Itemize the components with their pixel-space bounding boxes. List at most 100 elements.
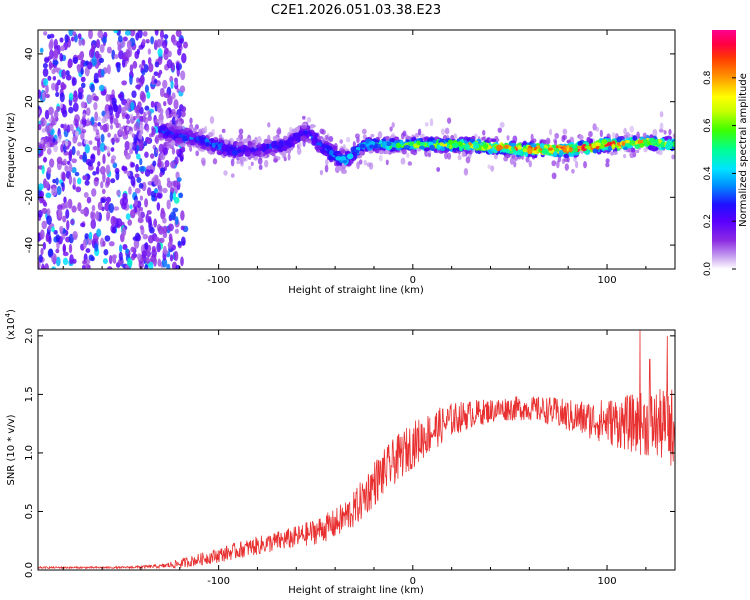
spectrogram-cell bbox=[168, 126, 175, 132]
spectrogram-cell bbox=[496, 144, 503, 151]
spectrogram-cell bbox=[541, 139, 547, 144]
spectrogram-cell bbox=[153, 218, 158, 228]
spectrogram-cell bbox=[96, 147, 101, 156]
spectrogram-cell bbox=[40, 229, 45, 240]
spectrogram-cell bbox=[65, 70, 70, 76]
spectrogram-cell bbox=[76, 150, 81, 156]
spectrogram-cell bbox=[117, 93, 123, 99]
spectrogram-cell bbox=[468, 142, 472, 146]
spectrogram-cell bbox=[61, 172, 66, 182]
spectrogram-cell bbox=[150, 36, 155, 45]
spectrogram-cell bbox=[155, 148, 159, 154]
spectrogram-cell bbox=[510, 145, 515, 151]
spectrogram-cell bbox=[652, 128, 658, 137]
spectrogram-cell bbox=[393, 136, 400, 141]
spectrogram-cell bbox=[427, 152, 431, 158]
spectrogram-cell bbox=[339, 139, 344, 144]
spectrogram-cell bbox=[170, 80, 174, 89]
spectrogram-cell bbox=[539, 142, 545, 149]
spectrogram-cell bbox=[101, 117, 107, 124]
spectrogram-cell bbox=[549, 128, 553, 136]
spectrogram-cell bbox=[148, 261, 154, 269]
spectrogram-cell bbox=[217, 143, 222, 149]
spectrogram-cell bbox=[452, 148, 457, 152]
snr-x-tick-label: -100 bbox=[207, 576, 230, 587]
spectrogram-cell bbox=[586, 136, 591, 143]
spectrogram-cell bbox=[148, 234, 154, 244]
spectrogram-cell bbox=[54, 82, 59, 93]
spectrogram-cell bbox=[403, 144, 411, 149]
spectrogram-cell bbox=[187, 130, 194, 135]
spectrogram-cell bbox=[131, 141, 138, 151]
spectrogram-cell bbox=[385, 159, 389, 166]
spectrogram-cell bbox=[237, 148, 242, 153]
spectrogram-cell bbox=[47, 136, 52, 142]
spectrogram-cell bbox=[113, 133, 118, 141]
spectrogram-cell bbox=[285, 141, 291, 147]
spectrogram-cell bbox=[38, 209, 43, 218]
spectrogram-cell bbox=[42, 62, 48, 69]
spectrogram-cell bbox=[277, 127, 282, 135]
spectrogram-cell bbox=[94, 242, 99, 252]
spectrogram-cell bbox=[637, 140, 643, 144]
spectrogram-cell bbox=[141, 250, 147, 258]
spectrogram-cell bbox=[40, 196, 45, 203]
spectrogram-cell bbox=[80, 76, 86, 83]
spectrogram-cell bbox=[174, 228, 179, 234]
spectrogram-cell bbox=[134, 173, 140, 179]
spectrogram-cell bbox=[319, 169, 324, 176]
spectrogram-cell bbox=[161, 40, 168, 49]
spectrogram-cell bbox=[401, 148, 407, 155]
spectrogram-cell bbox=[46, 128, 51, 136]
spectrogram-cell bbox=[399, 140, 404, 145]
spectrogram-cell bbox=[53, 109, 59, 120]
spectrogram-cell bbox=[162, 187, 168, 194]
spectrogram-cell bbox=[83, 175, 88, 181]
spectrogram-cell bbox=[522, 148, 529, 153]
snr-multiplier-base: (x10 bbox=[6, 317, 17, 340]
spectrogram-cell bbox=[82, 260, 87, 265]
spectrogram-cell bbox=[60, 81, 65, 91]
spectrogram-cell bbox=[97, 30, 104, 39]
spectrogram-cell bbox=[55, 248, 60, 254]
spectrogram-cell bbox=[124, 102, 130, 111]
spectrogram-cell bbox=[168, 233, 173, 243]
spectrogram-cell bbox=[255, 144, 262, 148]
spectrogram-cell bbox=[453, 133, 457, 140]
spectrogram-cell bbox=[170, 140, 176, 146]
spectrogram-cell bbox=[145, 256, 150, 265]
spectrogram-cell bbox=[97, 201, 103, 211]
spectrogram-cell bbox=[91, 188, 97, 197]
spectrogram-cell bbox=[561, 135, 566, 143]
spectrogram-cell bbox=[70, 36, 75, 42]
spectrogram-y-tick-label: -20 bbox=[24, 189, 35, 205]
spectrogram-cell bbox=[113, 30, 119, 34]
snr-y-tick-label: 1.5 bbox=[24, 386, 35, 402]
spectrogram-cell bbox=[88, 30, 93, 40]
spectrogram-cell bbox=[328, 154, 333, 161]
spectrogram-cell bbox=[189, 133, 197, 138]
spectrogram-cell bbox=[47, 75, 52, 81]
spectrogram-cell bbox=[77, 202, 82, 212]
spectrogram-cell bbox=[62, 215, 67, 223]
spectrogram-cell bbox=[294, 126, 301, 132]
spectrogram-cell bbox=[79, 154, 84, 160]
spectrogram-cell bbox=[134, 187, 141, 194]
spectrogram-cell bbox=[125, 113, 131, 120]
spectrogram-cell bbox=[335, 156, 342, 161]
spectrogram-cell bbox=[94, 50, 100, 59]
spectrogram-cell bbox=[78, 123, 84, 128]
spectrogram-cell bbox=[384, 149, 390, 155]
spectrogram-cell bbox=[45, 181, 50, 190]
spectrogram-cell bbox=[328, 135, 334, 143]
spectrogram-cell bbox=[60, 182, 65, 187]
spectrogram-cell bbox=[78, 52, 84, 61]
spectrogram-cell bbox=[130, 246, 136, 253]
spectrogram-cell bbox=[64, 201, 69, 209]
spectrogram-cell bbox=[623, 127, 628, 135]
spectrogram-cell bbox=[116, 62, 121, 73]
spectrogram-cell bbox=[88, 254, 94, 261]
spectrogram-cell bbox=[102, 172, 106, 183]
spectrogram-cell bbox=[105, 176, 111, 186]
spectrogram-cell bbox=[96, 138, 101, 149]
